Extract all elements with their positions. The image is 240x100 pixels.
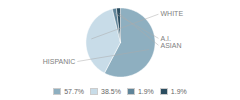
html-text:38.5%: 38.5%	[101, 87, 121, 95]
svg-text:A.I.: A.I.	[160, 34, 171, 42]
html-text:57.7%: 57.7%	[64, 87, 84, 95]
svg-text:HISPANIC: HISPANIC	[43, 58, 76, 65]
svg-text:ASIAN: ASIAN	[161, 42, 182, 49]
html-text:1.9%: 1.9%	[170, 87, 187, 95]
svg-text:WHITE: WHITE	[161, 10, 184, 17]
html-text:1.9%: 1.9%	[137, 87, 154, 95]
